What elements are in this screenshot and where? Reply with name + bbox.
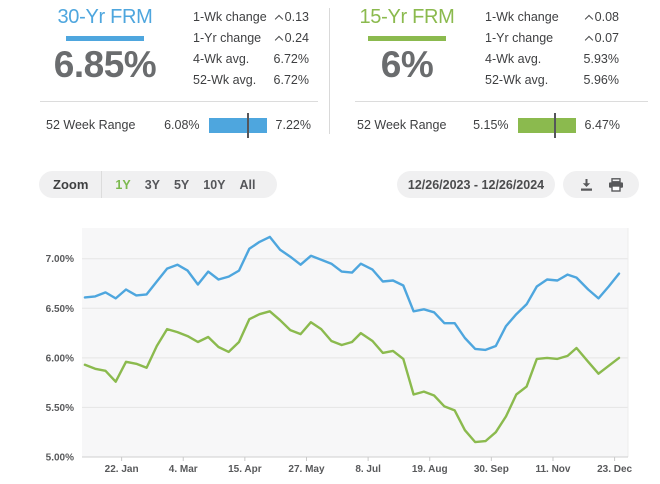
y-axis-label: 6.00% [46,353,74,364]
panel-30yr-frm: 30-Yr FRM 6.85% 1-Wk change 0.13 1-Yr ch… [0,0,330,160]
zoom-option-3y[interactable]: 3Y [144,177,160,192]
stat-value-text: 0.08 [594,10,619,25]
x-axis-label: 4. Mar [169,464,198,475]
x-axis-label: 30. Sep [474,464,509,475]
stat-value: 5.96% [584,73,619,87]
stat-value: 0.07 [584,31,619,46]
range-high-value: 7.22% [275,118,311,132]
rate-history-chart: 5.00% 5.50% 6.00% 6.50% 7.00% 22. Jan 4. Mar 15… [46,228,633,475]
x-axis-label: 22. Jan [105,464,139,475]
zoom-option-all[interactable]: All [239,177,256,192]
stat-value-text: 5.96% [583,72,619,87]
up-arrow-icon [274,35,283,45]
stat-label: 1-Wk change [193,10,267,25]
series-line-30-yr-frm [83,235,621,352]
current-rate: 6% [380,44,434,85]
stat-row: 1-Yr change 0.24 [193,28,309,49]
rate-title: 15-Yr FRM [359,6,455,28]
stat-label: 1-Yr change [485,31,554,46]
rate-stats: 1-Wk change 0.13 1-Yr change 0.24 4-Wk a… [193,7,309,90]
stat-value: 0.24 [274,31,309,46]
divider [101,171,103,198]
current-rate: 6.85% [53,44,157,85]
52-week-range-row: 52 Week Range 6.08% 7.22% [46,112,311,138]
date-range-picker[interactable]: 12/26/2023 - 12/26/2024 [397,171,555,198]
x-axis-label: 19. Aug [412,464,448,475]
x-axis-label: 8. Jul [355,464,381,475]
range-bar [208,112,267,138]
stat-label: 1-Yr change [193,31,262,46]
chart-actions [563,171,639,198]
y-axis-label: 5.50% [46,403,74,414]
stat-row: 52-Wk avg. 6.72% [193,69,309,90]
divider [355,101,648,102]
rate-stats: 1-Wk change 0.08 1-Yr change 0.07 4-Wk a… [485,7,619,90]
stat-value-text: 0.07 [594,31,619,46]
zoom-label: Zoom [53,177,89,192]
x-axis-label: 15. Apr [228,464,262,475]
stat-value-text: 0.13 [284,10,309,25]
zoom-range-selector: Zoom 1Y 3Y 5Y 10Y All [39,171,277,198]
current-rate-marker [246,112,249,138]
current-rate-marker [553,112,556,138]
stat-row: 1-Yr change 0.07 [485,28,619,49]
stat-label: 1-Wk change [485,10,559,25]
stat-row: 4-Wk avg. 6.72% [193,49,309,70]
stat-value: 0.13 [274,10,309,25]
range-low-value: 6.08% [164,118,200,132]
up-arrow-icon [584,35,593,45]
52-week-range-row: 52 Week Range 5.15% 6.47% [357,112,620,138]
range-label: 52 Week Range [46,118,136,132]
x-axis-label: 23. Dec [597,464,632,475]
up-arrow-icon [584,15,593,24]
stat-label: 4-Wk avg. [485,51,542,66]
series-line-15-yr-frm [83,310,621,444]
rate-title-block: 15-Yr FRM 6% [351,6,463,86]
y-axis-label: 6.50% [46,304,74,315]
rate-title-block: 30-Yr FRM 6.85% [49,6,161,86]
zoom-option-1y[interactable]: 1Y [115,177,131,192]
stat-value-text: 0.24 [284,31,309,46]
stat-value: 0.08 [584,10,619,25]
panel-divider [329,8,330,134]
x-axis-label: 11. Nov [535,464,570,475]
stat-row: 1-Wk change 0.13 [193,7,309,28]
stat-value-text: 6.72% [273,51,309,66]
range-high-value: 6.47% [584,118,620,132]
divider [40,101,318,102]
stat-label: 52-Wk avg. [485,72,549,87]
zoom-option-10y[interactable]: 10Y [203,177,226,192]
stat-label: 4-Wk avg. [193,51,250,66]
print-icon [608,177,623,192]
panel-15yr-frm: 15-Yr FRM 6% 1-Wk change 0.08 1-Yr chang… [330,0,660,160]
plot-area [82,228,628,457]
y-axis-label: 7.00% [46,254,74,265]
stat-row: 1-Wk change 0.08 [485,7,619,28]
stat-value: 6.72% [274,52,309,66]
zoom-option-5y[interactable]: 5Y [173,177,190,192]
stat-value: 5.93% [584,52,619,66]
download-icon [580,178,592,191]
stat-value-text: 5.93% [583,51,619,66]
stat-label: 52-Wk avg. [193,72,257,87]
up-arrow-icon [274,15,283,24]
print-button[interactable] [608,177,624,192]
stat-row: 4-Wk avg. 5.93% [485,49,619,70]
title-underline [66,36,144,41]
range-low-value: 5.15% [473,118,509,132]
stat-row: 52-Wk avg. 5.96% [485,69,619,90]
stat-value: 6.72% [274,73,309,87]
download-button[interactable] [579,178,594,192]
range-label: 52 Week Range [357,118,447,132]
y-axis-label: 5.00% [46,453,74,464]
rate-title: 30-Yr FRM [57,6,153,28]
stat-value-text: 6.72% [273,72,309,87]
x-axis-label: 27. May [288,464,325,475]
range-bar [517,112,576,138]
title-underline [368,36,446,41]
